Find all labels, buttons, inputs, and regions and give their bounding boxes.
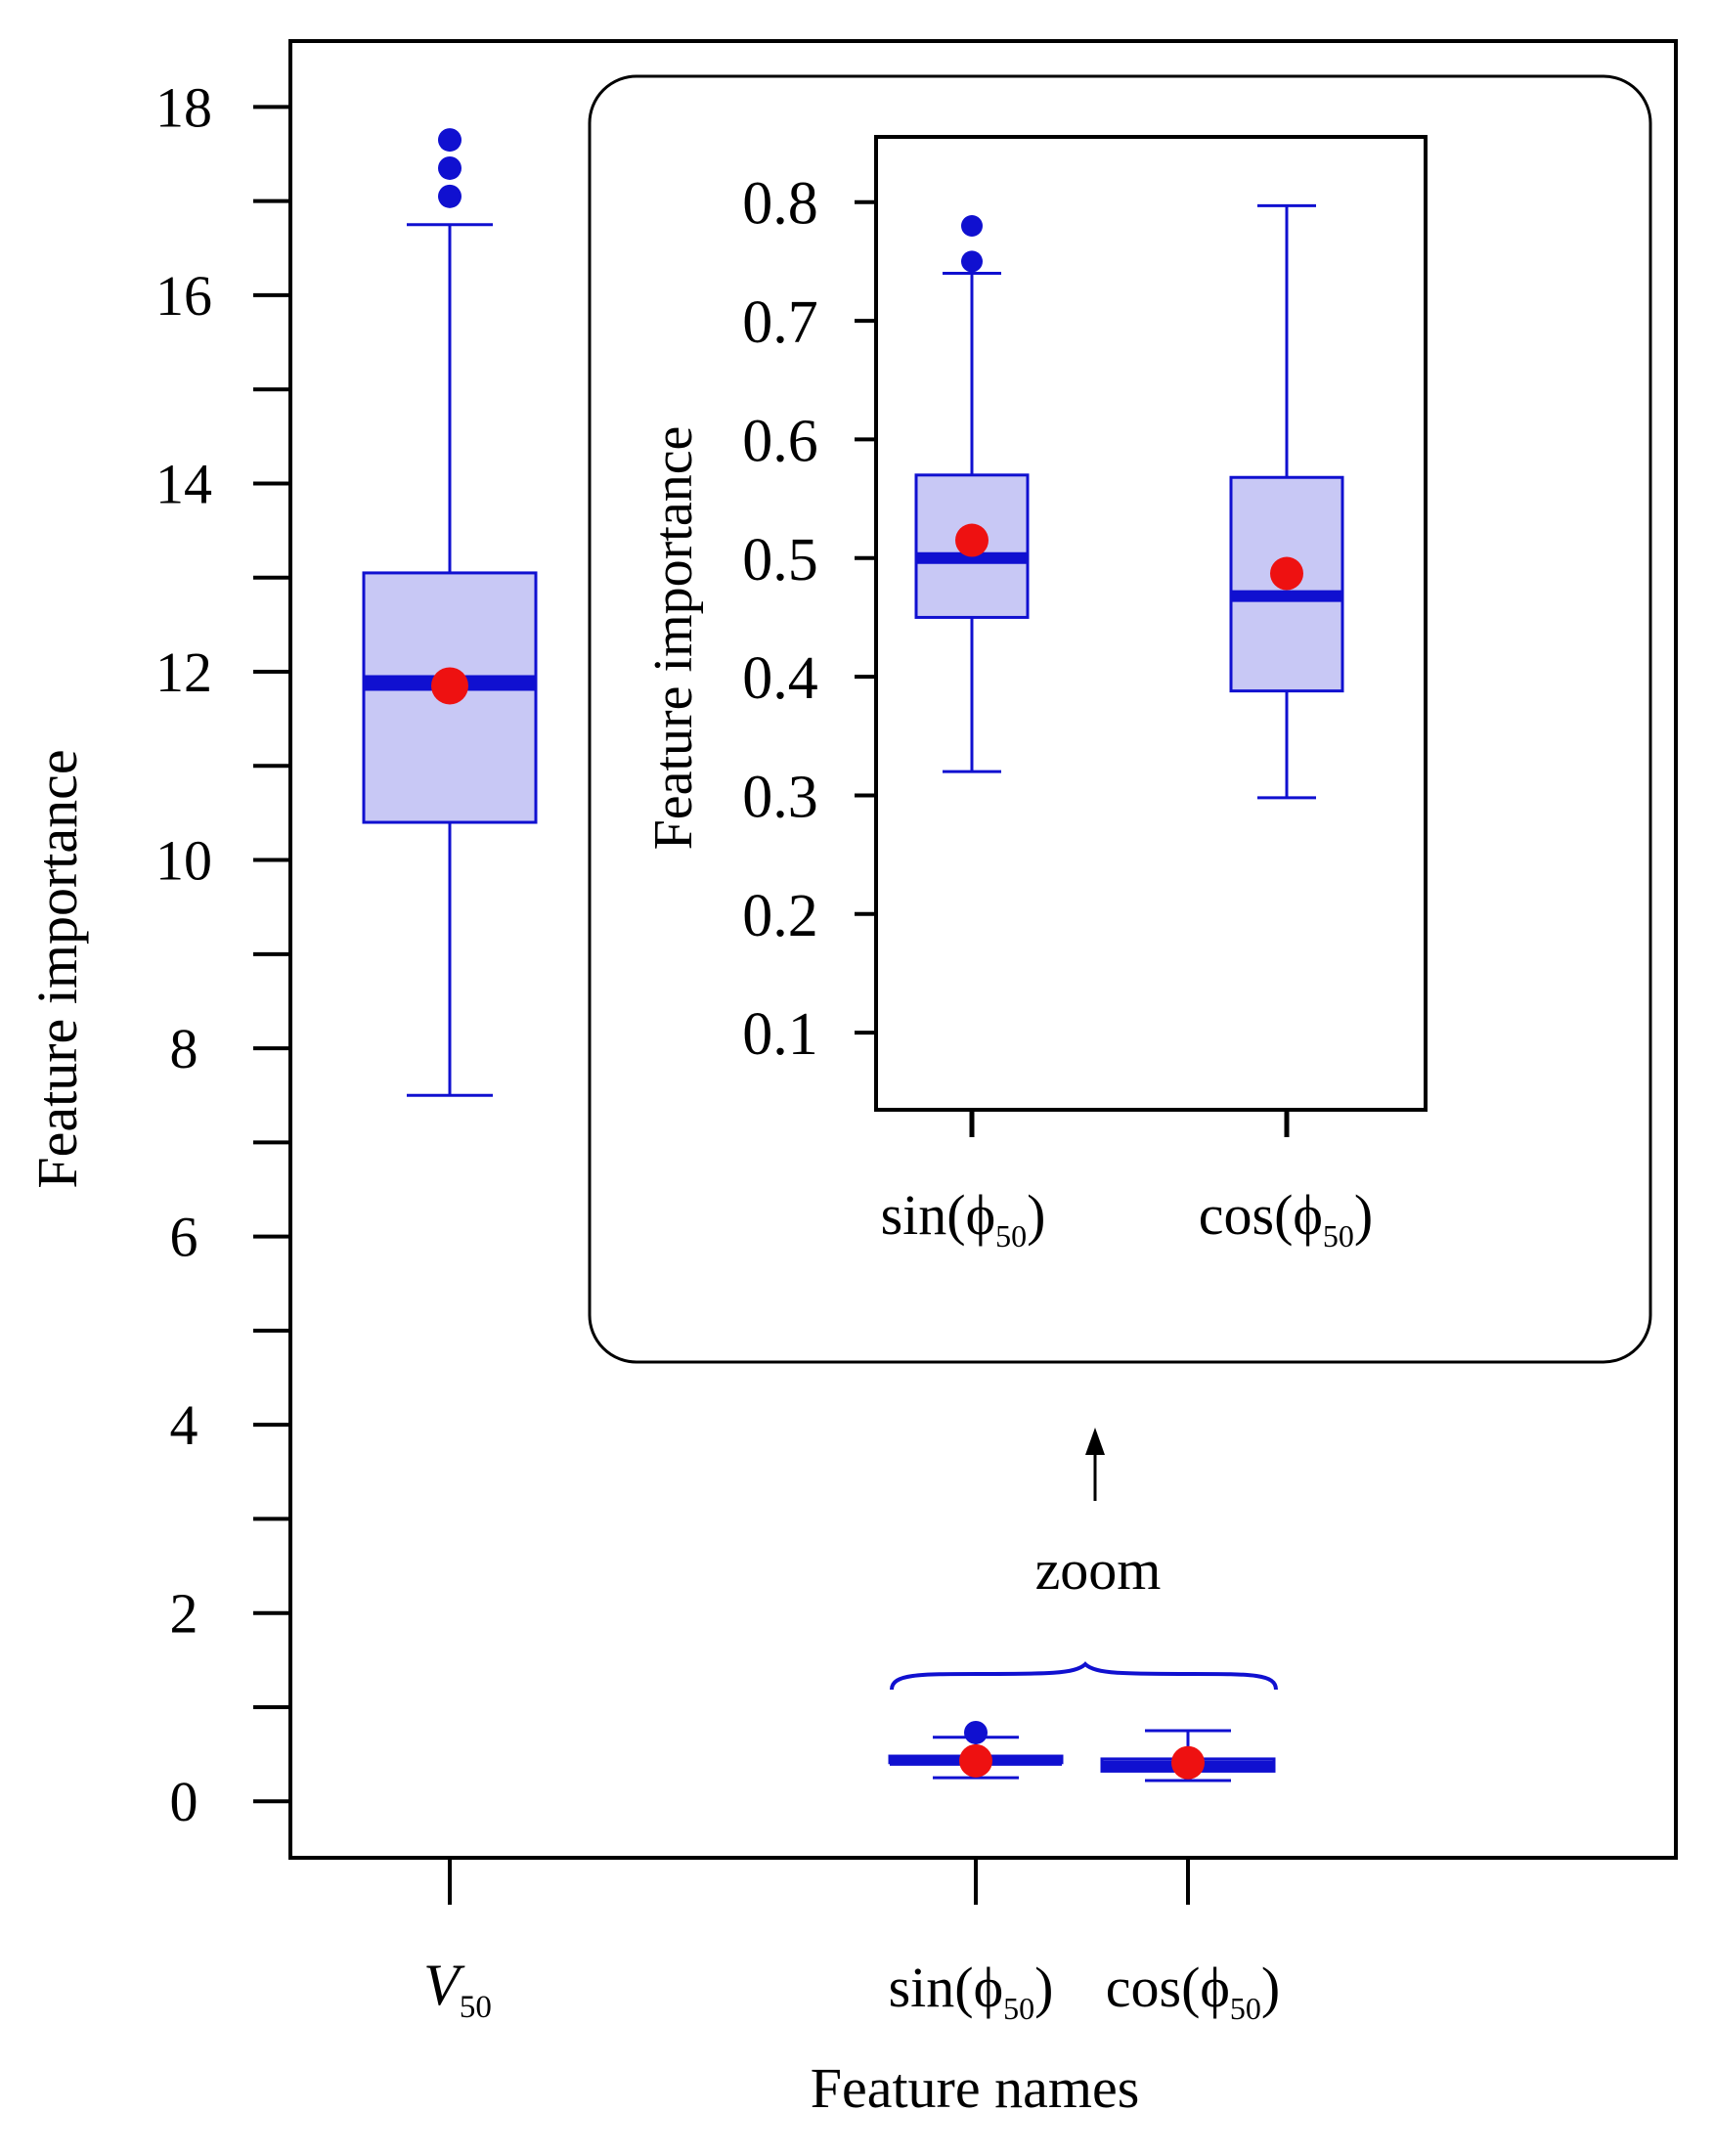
y-tick-label-10: 10 bbox=[155, 829, 212, 893]
inset-x-tick-label-1: cos(ϕ50) bbox=[1199, 1183, 1374, 1254]
y-axis-label: Feature importance bbox=[25, 749, 89, 1188]
x-tick-label-0-text: V bbox=[423, 1953, 465, 2017]
inset-x-tick-label-0-subscript: 50 bbox=[995, 1218, 1027, 1254]
plot-frame bbox=[288, 39, 1678, 1860]
main-box-0-outlier-2 bbox=[438, 128, 461, 153]
x-tick-label-2-subscript: 50 bbox=[1230, 1991, 1261, 2026]
inset-plot-frame bbox=[874, 135, 1428, 1112]
x-tick-label-0: V50 bbox=[423, 1953, 492, 2025]
inset-box-0-outlier-1 bbox=[961, 215, 983, 238]
inset-y-axis-label: Feature importance bbox=[643, 426, 704, 851]
inset-chart: 0.1 0.2 0.3 0.4 0.5 0.6 0.7 0.8 Feature importan… bbox=[588, 74, 1652, 1364]
inset-box-0-mean bbox=[955, 523, 989, 557]
zoom-annotation: zoom bbox=[890, 1428, 1278, 1691]
main-box-0-outlier-1 bbox=[438, 155, 461, 180]
main-box-0-mean bbox=[431, 667, 468, 705]
inset-box-0-outlier-0 bbox=[961, 250, 983, 273]
x-tick-label-1-subscript: 50 bbox=[1003, 1991, 1034, 2026]
y-tick-label-2: 2 bbox=[170, 1582, 198, 1646]
inset-y-tick-label-3: 0.4 bbox=[742, 645, 818, 712]
y-tick-label-14: 14 bbox=[155, 452, 212, 515]
x-tick-label-2: cos(ϕ50) bbox=[1106, 1956, 1281, 2026]
y-tick-label-6: 6 bbox=[170, 1206, 198, 1269]
y-tick-label-4: 4 bbox=[170, 1393, 198, 1457]
inset-x-tick-label-1-text: cos(ϕ bbox=[1199, 1183, 1323, 1247]
inset-x-tick-label-0: sin(ϕ50) bbox=[881, 1183, 1046, 1254]
x-axis-label: Feature names bbox=[811, 2056, 1140, 2120]
zoom-brace bbox=[890, 1661, 1278, 1691]
zoom-arrow-head bbox=[1085, 1428, 1105, 1455]
inset-y-tick-label-0: 0.1 bbox=[742, 1001, 818, 1068]
inset-y-tick-label-7: 0.8 bbox=[742, 171, 818, 238]
y-tick-label-16: 16 bbox=[155, 264, 212, 328]
inset-box-1-mean bbox=[1270, 556, 1303, 591]
main-box-1-outlier-0 bbox=[964, 1720, 988, 1744]
zoom-label: zoom bbox=[1035, 1538, 1162, 1602]
x-tick-label-1: sin(ϕ50) bbox=[889, 1956, 1054, 2026]
x-tick-label-1-text: sin(ϕ bbox=[889, 1956, 1004, 2019]
inset-x-tick-label-0-close: ) bbox=[1027, 1183, 1045, 1247]
main-box-2-mean bbox=[1171, 1745, 1205, 1780]
inset-frame bbox=[588, 74, 1652, 1364]
x-tick-label-2-close: ) bbox=[1261, 1956, 1280, 2019]
inset-y-tick-label-1: 0.2 bbox=[742, 883, 818, 949]
x-tick-label-1-close: ) bbox=[1034, 1956, 1053, 2019]
main-box-1-mean bbox=[959, 1743, 992, 1778]
y-tick-label-0: 0 bbox=[170, 1770, 198, 1833]
x-tick-label-0-subscript: 50 bbox=[460, 1990, 492, 2025]
y-tick-label-18: 18 bbox=[155, 75, 212, 139]
inset-y-tick-label-2: 0.3 bbox=[742, 764, 818, 830]
main-box-0-outlier-0 bbox=[438, 184, 461, 208]
x-tick-label-2-text: cos(ϕ bbox=[1106, 1956, 1230, 2019]
y-tick-label-12: 12 bbox=[155, 640, 212, 704]
inset-y-tick-label-4: 0.5 bbox=[742, 527, 818, 594]
main-chart: 0 2 4 6 8 10 12 14 16 18 Feature importance Feature… bbox=[25, 39, 1678, 2120]
y-tick-label-8: 8 bbox=[170, 1017, 198, 1080]
inset-y-tick-label-6: 0.7 bbox=[742, 289, 818, 356]
inset-x-tick-label-0-text: sin(ϕ bbox=[881, 1183, 996, 1247]
inset-x-tick-label-1-close: ) bbox=[1354, 1183, 1373, 1247]
inset-y-tick-label-5: 0.6 bbox=[742, 408, 818, 474]
inset-x-tick-label-1-subscript: 50 bbox=[1323, 1218, 1354, 1254]
